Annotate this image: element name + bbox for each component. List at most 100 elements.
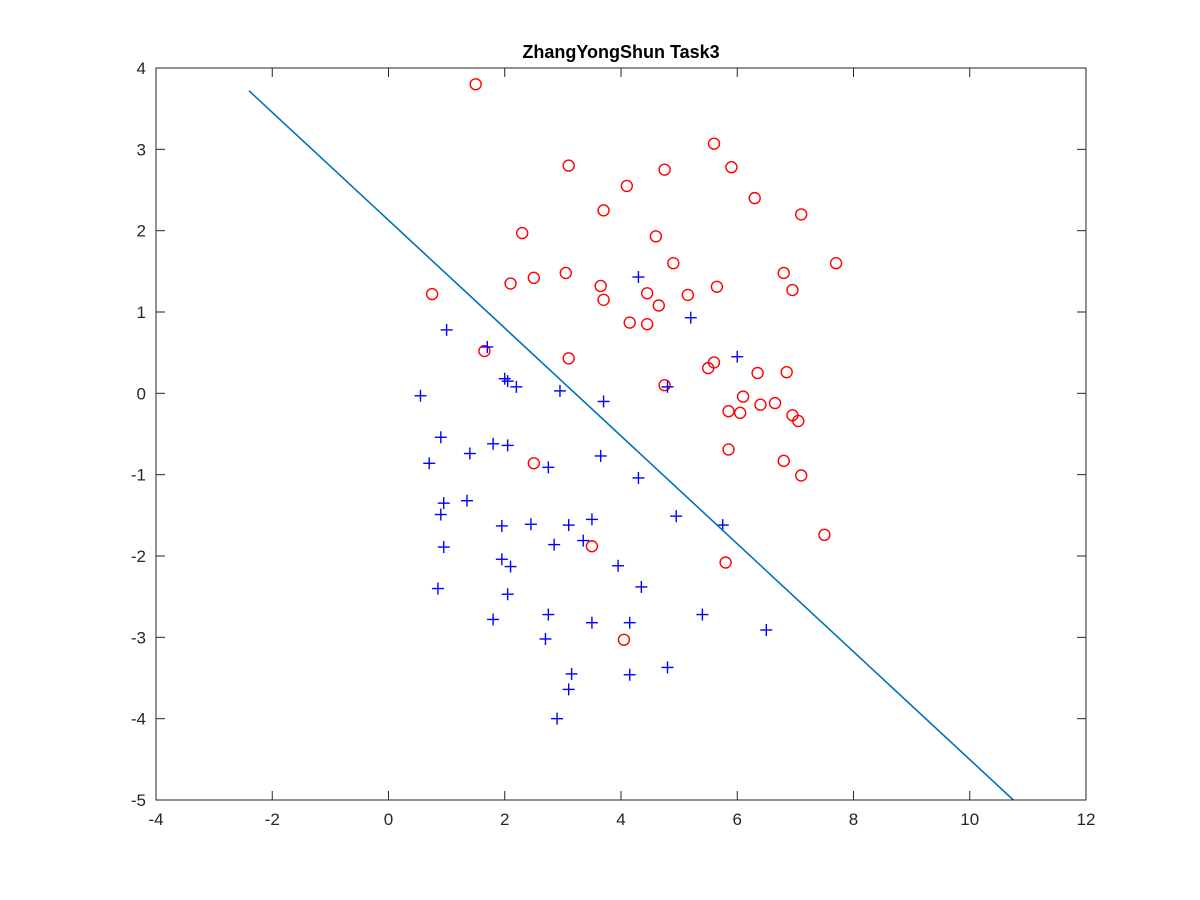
circle-marker-5 [725,161,738,174]
plus-marker-31 [577,534,590,547]
plus-marker-23 [670,510,683,523]
y-tick-label: 2 [137,222,146,241]
circle-marker-8 [597,204,610,217]
plot-area [156,68,1086,800]
circle-marker-14 [559,266,572,280]
plus-marker-11 [597,395,610,408]
plus-marker-29 [437,541,450,554]
circle-marker-25 [623,316,636,329]
circle-marker-6 [748,191,761,205]
circle-marker-16 [504,277,517,290]
plus-marker-20 [437,497,450,510]
y-tick-label: 3 [137,140,146,159]
plus-marker-21 [460,494,473,507]
plus-marker-30 [548,538,561,551]
x-tick-label: -2 [265,810,280,829]
plus-marker-46 [565,667,578,680]
x-tick-label: 0 [384,810,393,829]
circle-marker-3 [658,163,671,176]
plus-marker-37 [501,588,514,601]
plus-marker-10 [414,389,427,402]
circle-marker-42 [777,454,790,468]
circle-marker-32 [780,365,793,379]
circle-marker-11 [667,257,680,270]
x-tick-label: 6 [733,810,742,829]
data-layer [248,78,1014,801]
plus-marker-39 [696,608,709,621]
plus-marker-24 [585,513,598,526]
circle-marker-13 [777,266,790,280]
plus-marker-3 [481,340,494,353]
circle-marker-30 [701,361,715,375]
y-tick-label: -3 [131,628,146,647]
plus-marker-44 [539,632,552,645]
circle-marker-33 [658,379,671,392]
circle-marker-9 [515,226,529,240]
plus-marker-41 [585,616,598,629]
plus-marker-15 [463,447,476,460]
plus-marker-2 [440,323,453,336]
circle-marker-21 [786,283,799,297]
plus-marker-33 [504,560,517,573]
circle-marker-27 [478,344,491,358]
plus-marker-34 [612,559,625,572]
circle-marker-31 [751,366,764,380]
plus-marker-22 [434,508,447,521]
plus-marker-13 [487,437,500,450]
plus-marker-19 [632,471,645,484]
plus-marker-35 [635,580,648,593]
circle-marker-46 [585,540,599,553]
circle-marker-41 [722,443,735,456]
plus-marker-47 [623,668,636,681]
circle-marker-44 [527,457,541,470]
circle-marker-10 [649,230,663,243]
plus-marker-38 [542,608,555,621]
plus-marker-14 [501,439,514,452]
plus-marker-42 [623,616,636,629]
circle-marker-7 [794,208,808,221]
y-tick-label: 4 [137,59,146,78]
circle-marker-4 [707,137,721,150]
plus-marker-6 [501,375,514,388]
plus-marker-5 [498,372,511,385]
circle-marker-17 [594,279,607,293]
circle-marker-36 [733,406,747,420]
plus-marker-7 [510,380,523,393]
circle-marker-45 [818,528,831,542]
plus-marker-4 [731,350,744,363]
plus-marker-26 [495,519,508,532]
plus-marker-45 [661,661,674,674]
x-tick-label: 10 [960,810,979,829]
plus-marker-28 [716,519,729,532]
x-tick-label: -4 [148,810,163,829]
circle-marker-20 [710,280,724,293]
circle-marker-15 [527,271,541,285]
y-tick-label: -4 [131,710,146,729]
plus-marker-12 [434,431,447,444]
circle-marker-23 [597,293,610,306]
plus-marker-25 [524,518,537,531]
plus-marker-17 [423,457,436,470]
plus-marker-0 [632,271,645,284]
plus-marker-48 [562,683,575,696]
circle-marker-19 [681,288,695,302]
plus-marker-1 [684,311,697,324]
circle-marker-0 [469,78,482,91]
plus-marker-16 [594,449,607,462]
circle-marker-22 [425,287,439,301]
plus-marker-43 [760,624,773,637]
y-tick-label: -5 [131,791,146,810]
x-tick-label: 8 [849,810,858,829]
circle-marker-1 [562,159,575,172]
y-tick-label: 0 [137,384,146,403]
circle-marker-40 [792,414,805,428]
y-tick-label: -1 [131,466,146,485]
circle-marker-48 [617,633,631,646]
circle-marker-47 [719,556,732,569]
plus-marker-27 [562,519,575,532]
plus-marker-32 [495,553,508,566]
circle-marker-12 [829,257,843,270]
circle-marker-38 [768,396,782,410]
